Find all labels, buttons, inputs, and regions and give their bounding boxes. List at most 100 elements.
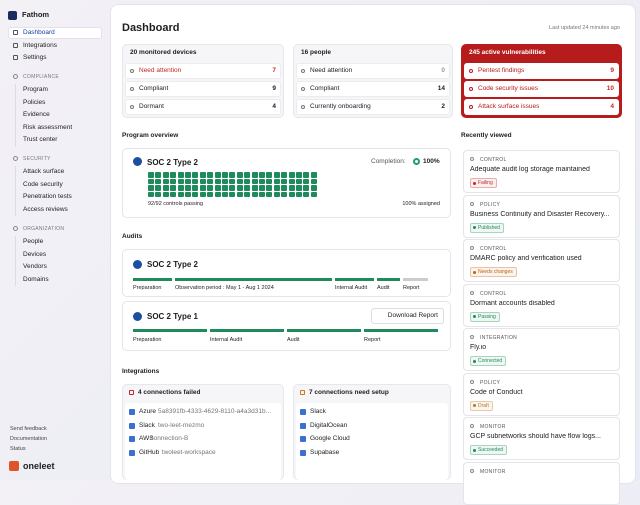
nav-item[interactable]: Dashboard [23,29,55,36]
nav-item[interactable]: Access reviews [23,205,68,213]
recent-card[interactable] [463,194,620,238]
row-icon [469,87,473,91]
stat-row[interactable] [125,99,281,115]
nav-item[interactable]: Trust center [23,136,58,144]
card-title[interactable]: 7 connections need setup [309,389,389,396]
recent-card[interactable] [463,328,620,371]
org-name[interactable]: Fathom [22,10,50,19]
control-square [288,191,295,197]
card-title[interactable]: 16 people [301,49,331,56]
card-title[interactable]: 245 active vulnerabilities [469,49,546,56]
row-label: Compliant [139,85,169,92]
stat-row[interactable] [125,63,281,79]
control-square [236,172,243,178]
service-name[interactable]: GitHub [139,448,160,456]
footer-link[interactable]: Documentation [10,436,47,443]
control-square [155,191,162,197]
kind-icon [470,424,474,428]
nav-item[interactable]: People [23,238,44,245]
recent-card[interactable] [463,372,620,416]
nav-item[interactable]: Integrations [23,41,57,49]
nav-item[interactable]: Vendors [23,263,47,271]
nav-item[interactable]: Settings [23,54,47,61]
control-square [207,191,214,197]
section-rule [15,236,16,287]
control-square [162,172,169,178]
nav-item[interactable]: Penetration tests [23,193,72,201]
section-heading[interactable]: Integrations [122,368,160,375]
kind-icon [470,379,474,384]
control-square [236,191,243,197]
card-title[interactable]: 20 monitored devices [130,49,197,56]
row-label: Compliant [310,85,340,92]
recent-card[interactable] [463,150,620,193]
nav-item[interactable]: Program [23,86,48,93]
control-square [273,172,280,178]
nav-icon [13,55,18,60]
control-square [222,191,228,197]
control-square [177,172,184,178]
footer-link[interactable]: Status [10,446,26,453]
service-name[interactable]: Azure [139,408,156,415]
stat-row[interactable] [296,81,450,97]
control-square [259,185,265,191]
stat-row[interactable] [464,99,619,115]
service-name[interactable]: Slack [139,421,155,429]
control-square [185,185,191,191]
nav-item[interactable]: Domains [23,275,49,283]
service-icon [129,436,135,442]
recent-card[interactable] [463,417,620,460]
recent-title: Adequate audit log storage maintained [470,166,590,173]
audit-card[interactable] [122,301,451,351]
kind-icon [470,201,474,206]
section-heading[interactable]: Program overview [122,132,179,139]
recent-card[interactable] [463,283,620,327]
service-name[interactable]: DigitalOcean [310,421,348,429]
service-name[interactable]: AWS [139,435,154,442]
program-card [122,148,451,218]
stat-row[interactable] [125,81,281,97]
service-icon [129,422,135,429]
control-square [281,178,288,184]
status-dot [473,359,476,363]
recent-kind: MONITOR [480,468,506,475]
control-square [177,178,184,184]
service-name[interactable]: Google Cloud [310,435,350,442]
recent-card[interactable] [463,239,620,282]
row-value: 7 [272,67,276,74]
nav-icon [13,30,18,35]
control-square [229,191,236,197]
audit-name: SOC 2 Type 1 [147,312,198,321]
stat-row[interactable] [296,99,450,115]
footer-link[interactable]: Send feedback [10,426,47,432]
stage-bar [133,329,207,332]
row-icon [130,87,134,91]
service-detail: twoleet-workspace [161,448,216,456]
service-icon [129,409,135,415]
nav-item[interactable]: Policies [23,98,46,106]
nav-item[interactable]: Code security [23,180,63,188]
stat-row[interactable] [464,81,619,97]
service-icon [300,449,306,456]
card-title[interactable]: 4 connections failed [138,389,201,396]
program-name[interactable]: SOC 2 Type 2 [147,158,198,167]
service-name[interactable]: Supabase [310,448,340,456]
download-button[interactable]: Download Report [370,308,444,324]
recent-title: Fly.io [470,344,487,351]
control-square [199,172,206,178]
control-square [244,178,251,184]
row-label: Attack surface issues [478,103,540,110]
nav-item[interactable]: Risk assessment [23,123,73,131]
stat-row[interactable] [464,63,619,79]
stat-row[interactable] [296,63,450,79]
control-square [148,185,154,191]
control-square [214,178,221,184]
progress-text: 92/92 controls passing [148,201,204,207]
stage-bar [133,278,172,281]
nav-item[interactable]: Evidence [23,111,50,119]
control-square [296,172,302,178]
service-name[interactable]: Slack [310,408,326,415]
nav-item[interactable]: Devices [23,250,47,258]
nav-item[interactable]: Attack surface [23,168,65,175]
audit-card[interactable] [122,249,451,297]
